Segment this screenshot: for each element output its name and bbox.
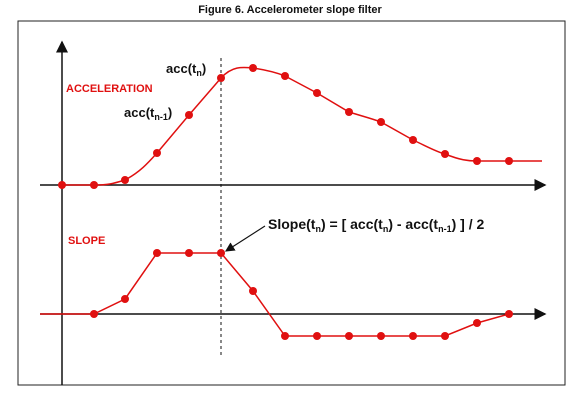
equation-arrow <box>224 225 266 252</box>
text-part: ) <box>202 61 206 76</box>
text-part: acc(t <box>166 61 197 76</box>
slope-label: SLOPE <box>68 235 105 247</box>
text-part: n-1 <box>438 224 452 234</box>
frame <box>17 20 566 386</box>
text-part: ) - acc(t <box>388 216 438 232</box>
slope-curve <box>40 252 510 337</box>
equation: Slope(tn) = [ acc(tn) - acc(tn-1) ] / 2 <box>268 216 484 234</box>
acc-points <box>58 64 513 189</box>
text-part: n-1 <box>154 112 168 122</box>
text-part: ) ] / 2 <box>452 216 485 232</box>
acceleration-label: ACCELERATION <box>66 83 153 95</box>
text-part: Slope(t <box>268 216 316 232</box>
text-part: acc(t <box>124 105 155 120</box>
text-part: n <box>383 224 389 234</box>
text-part: ) = [ acc(t <box>321 216 383 232</box>
text-part: n <box>196 68 202 78</box>
slope-points <box>90 249 513 340</box>
acc-tn1-label: acc(tn-1) <box>124 105 172 122</box>
text-part: n <box>315 224 321 234</box>
title: Figure 6. Accelerometer slope filter <box>198 4 382 16</box>
text-part: ) <box>168 105 172 120</box>
acc-tn-label: acc(tn) <box>166 61 206 78</box>
